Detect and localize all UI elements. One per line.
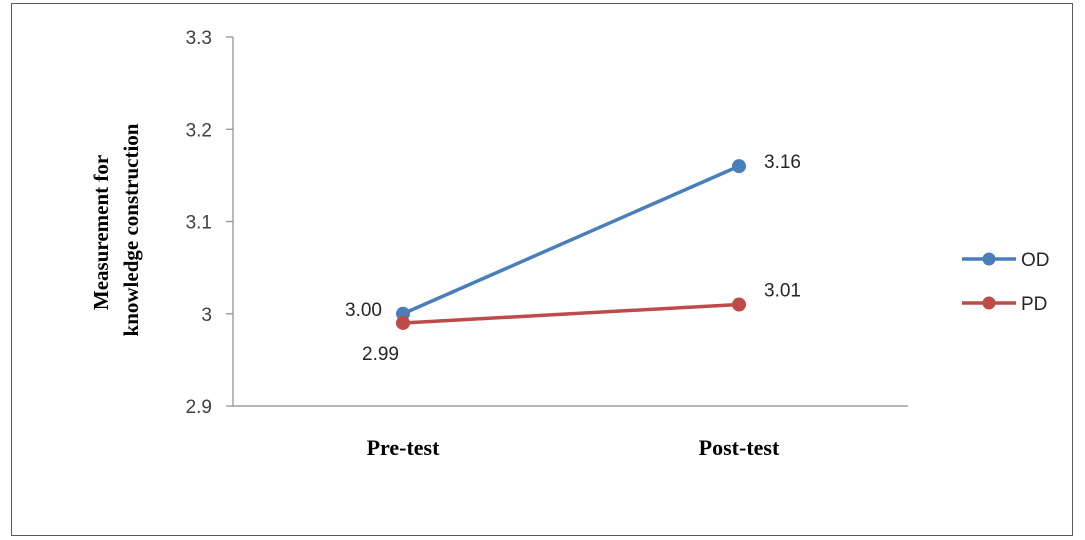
y-tick-label: 3.3 xyxy=(186,28,212,49)
data-point-pd xyxy=(732,297,746,312)
y-tick-label: 3.1 xyxy=(186,213,212,234)
legend-marker-pd xyxy=(982,296,996,310)
legend: OD PD xyxy=(962,250,1050,315)
data-point-pd xyxy=(396,315,410,330)
legend-marker-od xyxy=(982,252,996,266)
y-axis-title-line-1: Measurement for xyxy=(89,155,113,310)
data-label-od: 3.16 xyxy=(764,152,801,173)
axes xyxy=(232,37,908,407)
data-label-pd: 2.99 xyxy=(362,344,399,365)
legend-label-od: OD xyxy=(1021,250,1050,271)
data-label-pd: 3.01 xyxy=(764,281,801,302)
y-tick-label: 3.2 xyxy=(186,120,212,141)
y-tick-label: 2.9 xyxy=(186,397,212,418)
y-tick-labels: 2.9 3 3.1 3.2 3.3 xyxy=(186,28,233,418)
chart-border xyxy=(11,3,1073,536)
data-labels: 3.00 3.16 2.99 3.01 xyxy=(345,152,801,365)
series-line-od xyxy=(401,164,741,316)
series-lines xyxy=(396,159,746,330)
y-axis-title: Measurement for knowledge construction xyxy=(89,123,143,336)
x-category-label: Post-test xyxy=(699,435,780,460)
x-category-labels: Pre-test Post-test xyxy=(367,435,780,460)
data-label-od: 3.00 xyxy=(345,300,382,321)
legend-label-pd: PD xyxy=(1021,294,1047,315)
y-tick-label: 3 xyxy=(201,305,212,326)
data-point-od xyxy=(732,159,746,174)
x-category-label: Pre-test xyxy=(367,435,441,460)
y-axis-title-line-2: knowledge construction xyxy=(119,123,143,336)
series-line-pd xyxy=(401,302,741,325)
